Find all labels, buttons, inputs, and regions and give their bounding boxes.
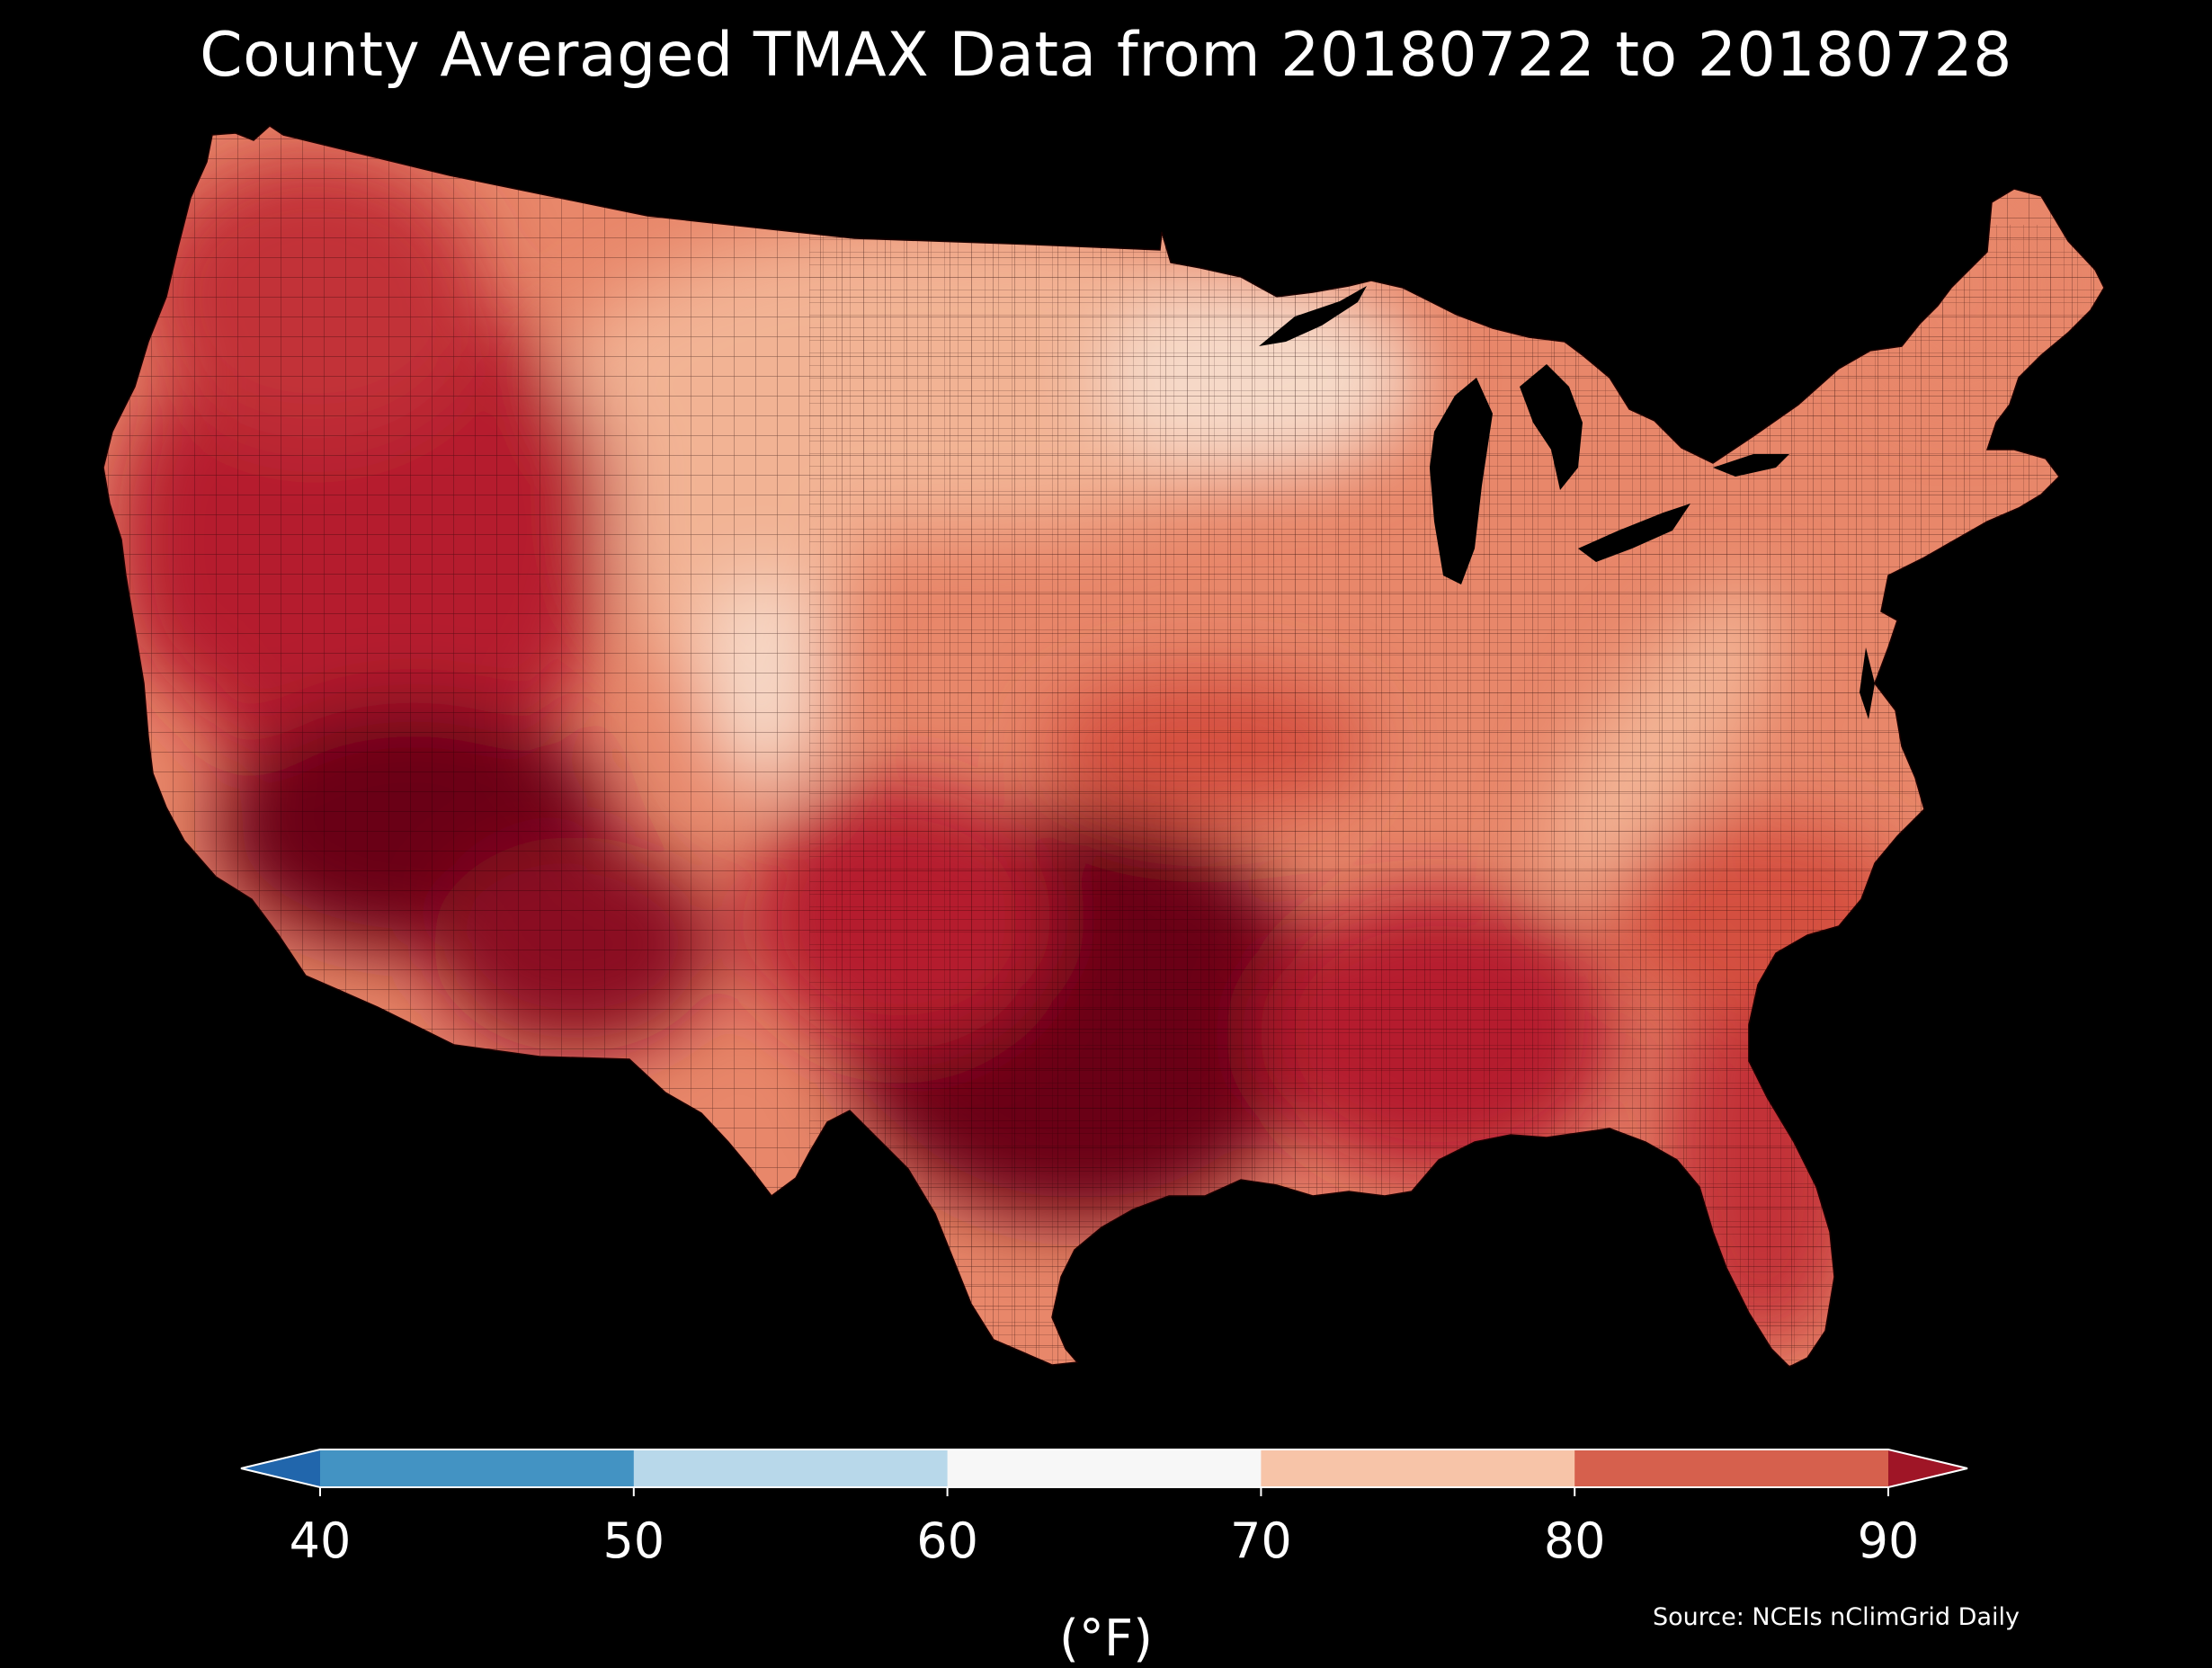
- us-outline: [103, 125, 2105, 1368]
- page-title: County Averaged TMAX Data from 20180722 …: [200, 20, 2012, 91]
- colorbar-extend-high: [1888, 1449, 1967, 1487]
- colorbar-tick-label: 40: [289, 1512, 352, 1569]
- colorbar-segment: [320, 1449, 635, 1487]
- colorbar-tick-label: 60: [916, 1512, 978, 1569]
- colorbar-segment: [947, 1449, 1262, 1487]
- colorbar-segment: [1261, 1449, 1575, 1487]
- lake-huron: [1520, 364, 1583, 490]
- colorbar-units-label: (°F): [1059, 1610, 1153, 1668]
- lake-ontario: [1713, 454, 1789, 477]
- colorbar-segment: [633, 1449, 949, 1487]
- us-county-map: [103, 125, 2105, 1368]
- colorbar-extend-low: [241, 1449, 320, 1487]
- chesapeake-bay: [1860, 647, 1875, 719]
- colorbar-segment: [1574, 1449, 1889, 1487]
- colorbar-tick-label: 90: [1857, 1512, 1920, 1569]
- lake-michigan: [1430, 378, 1493, 584]
- colorbar-tick-label: 70: [1230, 1512, 1292, 1569]
- colorbar-tick-label: 50: [602, 1512, 665, 1569]
- lake-erie: [1578, 504, 1690, 562]
- colorbar-tick-label: 80: [1543, 1512, 1606, 1569]
- lake-superior: [1259, 286, 1367, 346]
- source-credit: Source: NCEIs nClimGrid Daily: [1653, 1603, 2020, 1631]
